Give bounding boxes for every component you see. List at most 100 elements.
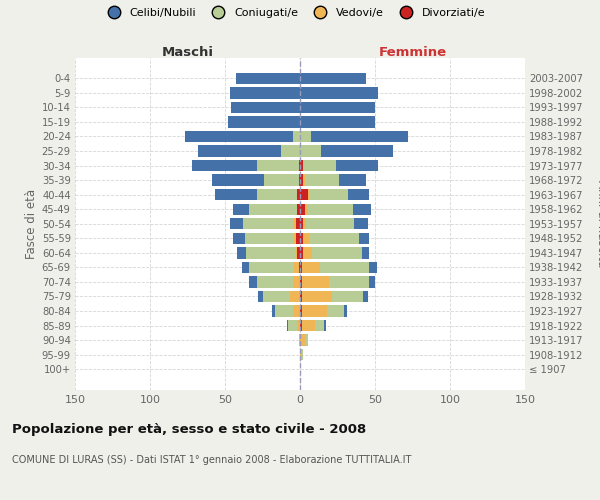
Bar: [229, 87, 300, 99]
Bar: [275, 306, 293, 316]
Bar: [235, 72, 300, 84]
Bar: [300, 87, 378, 99]
Bar: [305, 174, 339, 186]
Bar: [228, 116, 300, 128]
Bar: [249, 276, 257, 287]
Bar: [321, 146, 393, 156]
Bar: [361, 247, 369, 258]
Bar: [300, 72, 366, 84]
Bar: [294, 262, 299, 273]
Bar: [229, 218, 243, 230]
Bar: [231, 102, 300, 113]
Bar: [241, 262, 249, 273]
Bar: [336, 160, 378, 171]
Bar: [305, 334, 308, 346]
Bar: [300, 204, 305, 215]
Bar: [363, 291, 367, 302]
Bar: [281, 146, 299, 156]
Bar: [302, 276, 329, 287]
Bar: [369, 276, 375, 287]
Bar: [296, 232, 300, 244]
Bar: [303, 232, 309, 244]
Bar: [343, 306, 347, 316]
Bar: [258, 291, 263, 302]
Bar: [300, 160, 303, 171]
Bar: [257, 189, 297, 200]
Bar: [233, 232, 245, 244]
Bar: [308, 204, 353, 215]
Bar: [300, 276, 302, 287]
Bar: [192, 160, 257, 171]
Bar: [293, 131, 300, 142]
Bar: [300, 102, 375, 113]
Bar: [302, 306, 327, 316]
Bar: [290, 291, 300, 302]
Bar: [305, 204, 308, 215]
Bar: [299, 174, 300, 186]
Bar: [303, 174, 305, 186]
Bar: [300, 131, 311, 142]
Text: Popolazione per età, sesso e stato civile - 2008: Popolazione per età, sesso e stato civil…: [12, 422, 366, 436]
Bar: [245, 232, 294, 244]
Bar: [299, 334, 300, 346]
Bar: [300, 218, 303, 230]
Bar: [306, 218, 354, 230]
Bar: [353, 204, 371, 215]
Bar: [300, 247, 303, 258]
Bar: [315, 320, 324, 331]
Bar: [246, 247, 296, 258]
Bar: [300, 320, 302, 331]
Bar: [233, 204, 249, 215]
Bar: [324, 320, 325, 331]
Bar: [348, 189, 369, 200]
Bar: [303, 218, 306, 230]
Bar: [215, 189, 257, 200]
Bar: [198, 146, 281, 156]
Bar: [303, 160, 336, 171]
Bar: [263, 291, 290, 302]
Bar: [300, 146, 321, 156]
Bar: [309, 189, 348, 200]
Bar: [300, 291, 302, 302]
Bar: [300, 232, 303, 244]
Bar: [359, 232, 369, 244]
Bar: [299, 160, 300, 171]
Bar: [369, 262, 377, 273]
Bar: [300, 262, 302, 273]
Text: Femmine: Femmine: [379, 46, 446, 60]
Bar: [327, 306, 343, 316]
Bar: [311, 131, 408, 142]
Bar: [339, 174, 366, 186]
Text: Maschi: Maschi: [161, 46, 214, 60]
Bar: [331, 291, 363, 302]
Bar: [297, 247, 300, 258]
Bar: [329, 276, 369, 287]
Bar: [293, 306, 300, 316]
Bar: [264, 174, 299, 186]
Bar: [297, 320, 300, 331]
Bar: [320, 262, 369, 273]
Bar: [294, 232, 296, 244]
Y-axis label: Anni di nascita: Anni di nascita: [595, 180, 600, 268]
Bar: [243, 218, 294, 230]
Bar: [302, 320, 315, 331]
Bar: [303, 247, 312, 258]
Bar: [354, 218, 367, 230]
Text: COMUNE DI LURAS (SS) - Dati ISTAT 1° gennaio 2008 - Elaborazione TUTTITALIA.IT: COMUNE DI LURAS (SS) - Dati ISTAT 1° gen…: [12, 455, 412, 465]
Bar: [300, 116, 375, 128]
Bar: [249, 204, 297, 215]
Legend: Celibi/Nubili, Coniugati/e, Vedovi/e, Divorziati/e: Celibi/Nubili, Coniugati/e, Vedovi/e, Di…: [101, 6, 487, 20]
Bar: [185, 131, 293, 142]
Bar: [296, 247, 297, 258]
Bar: [300, 334, 305, 346]
Bar: [293, 276, 300, 287]
Bar: [300, 349, 302, 360]
Bar: [299, 262, 300, 273]
Bar: [300, 189, 308, 200]
Bar: [297, 204, 300, 215]
Bar: [312, 247, 361, 258]
Bar: [212, 174, 264, 186]
Bar: [294, 218, 296, 230]
Bar: [300, 174, 303, 186]
Bar: [302, 291, 331, 302]
